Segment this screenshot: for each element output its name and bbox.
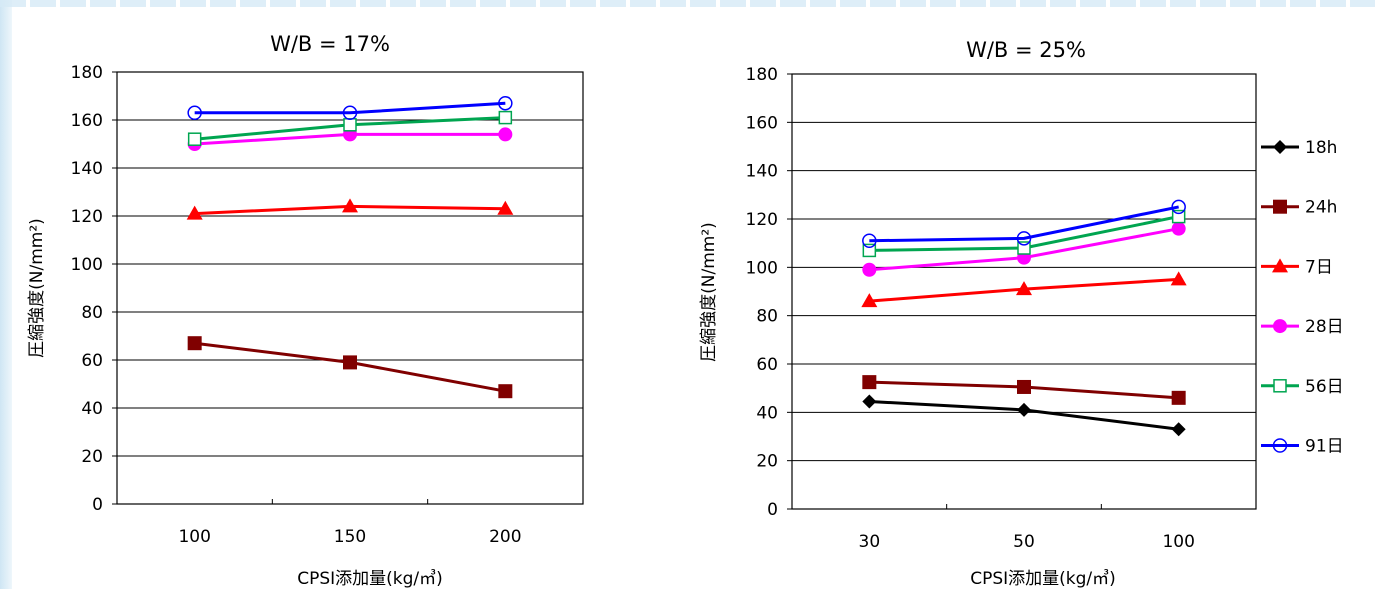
y-tick-label: 40 <box>756 403 778 423</box>
data-point-18h <box>862 394 877 409</box>
legend: 18h 24h 7日 28日 56日 91日 <box>1261 138 1344 457</box>
legend-marker <box>1273 379 1287 393</box>
legend-marker <box>1273 140 1287 154</box>
y-tick-label: 0 <box>767 500 778 520</box>
data-point-56日 <box>343 118 357 132</box>
chart-2: 0 20 40 60 80 100 120 140 160 180 30 50 100 W/B = 25%… <box>699 38 1344 589</box>
legend-label: 28日 <box>1305 317 1344 337</box>
y-tick-label: 20 <box>81 447 103 467</box>
x-tick-label: 200 <box>489 527 521 547</box>
x-tick-label: 150 <box>334 527 366 547</box>
y-tick-label: 100 <box>71 255 103 275</box>
data-point-7日 <box>861 293 878 308</box>
legend-label: 7日 <box>1305 257 1333 277</box>
chart-title: W/B = 17% <box>270 32 390 56</box>
data-point-24h <box>498 384 513 399</box>
data-point-91日 <box>187 105 202 121</box>
data-point-56日 <box>498 110 513 125</box>
data-point-7日 <box>497 200 514 215</box>
legend-marker <box>1272 438 1288 453</box>
legend-marker <box>1272 258 1288 273</box>
chart-1: 0 20 40 60 80 100 120 140 160 180 100 150 200 W/B = 1… <box>27 32 584 589</box>
data-point-24h <box>1171 390 1186 405</box>
y-tick-label: 180 <box>746 65 778 85</box>
legend-marker <box>1273 199 1287 214</box>
data-point-18h <box>1171 422 1186 437</box>
legend-label: 56日 <box>1305 377 1344 397</box>
y-tick-label: 160 <box>746 113 778 133</box>
series-line-91日 <box>194 101 506 115</box>
y-tick-label: 180 <box>71 63 103 83</box>
y-tick-label: 60 <box>81 351 103 371</box>
y-axis-label: 圧縮強度(N/mm²) <box>27 218 47 358</box>
data-point-28日 <box>1171 221 1186 236</box>
y-tick-label: 20 <box>756 452 778 472</box>
x-tick-label: 100 <box>1162 532 1194 552</box>
legend-label: 91日 <box>1305 437 1344 457</box>
y-tick-label: 80 <box>756 307 778 327</box>
data-point-91日 <box>342 105 358 121</box>
y-tick-label: 80 <box>81 303 103 323</box>
slide-left-border <box>0 0 12 589</box>
y-tick-label: 40 <box>81 399 103 419</box>
data-point-91日 <box>1171 199 1186 215</box>
data-point-7日 <box>342 198 358 213</box>
legend-label: 24h <box>1305 198 1337 218</box>
y-tick-label: 120 <box>746 210 778 230</box>
data-point-56日 <box>1017 241 1031 255</box>
data-point-28日 <box>862 262 877 277</box>
data-point-7日 <box>1170 271 1187 286</box>
series-line-91日 <box>869 205 1179 243</box>
data-point-91日 <box>862 233 877 248</box>
plot-frame <box>116 71 584 505</box>
y-tick-label: 160 <box>71 111 103 131</box>
data-point-24h <box>862 375 877 390</box>
data-point-91日 <box>1016 231 1032 246</box>
y-tick-label: 60 <box>756 355 778 375</box>
data-point-91日 <box>498 95 513 111</box>
y-tick-label: 0 <box>92 495 103 515</box>
data-point-18h <box>1017 402 1031 417</box>
y-axis-label: 圧縮強度(N/mm²) <box>699 222 719 362</box>
legend-marker <box>1273 319 1287 334</box>
x-axis-label: CPSⅠ添加量(kg/㎥) <box>970 569 1116 589</box>
y-tick-label: 140 <box>746 162 778 182</box>
data-point-56日 <box>187 132 202 146</box>
data-point-7日 <box>186 205 203 220</box>
x-axis-label: CPSⅠ添加量(kg/㎥) <box>297 569 443 589</box>
chart-title: W/B = 25% <box>966 38 1086 62</box>
data-point-56日 <box>1171 209 1186 224</box>
y-tick-label: 120 <box>71 207 103 227</box>
y-tick-label: 100 <box>746 258 778 278</box>
x-tick-label: 100 <box>178 527 210 547</box>
plot-frame <box>791 73 1257 510</box>
slide-top-border <box>0 0 1375 7</box>
data-point-7日 <box>1016 281 1032 296</box>
y-tick-label: 140 <box>71 159 103 179</box>
data-point-28日 <box>498 127 513 142</box>
data-point-24h <box>343 355 357 370</box>
data-point-24h <box>1017 379 1031 394</box>
legend-label: 18h <box>1305 138 1337 158</box>
x-tick-label: 50 <box>1013 532 1035 552</box>
x-tick-label: 30 <box>859 532 881 552</box>
data-point-56日 <box>862 243 877 258</box>
data-point-24h <box>187 336 202 351</box>
